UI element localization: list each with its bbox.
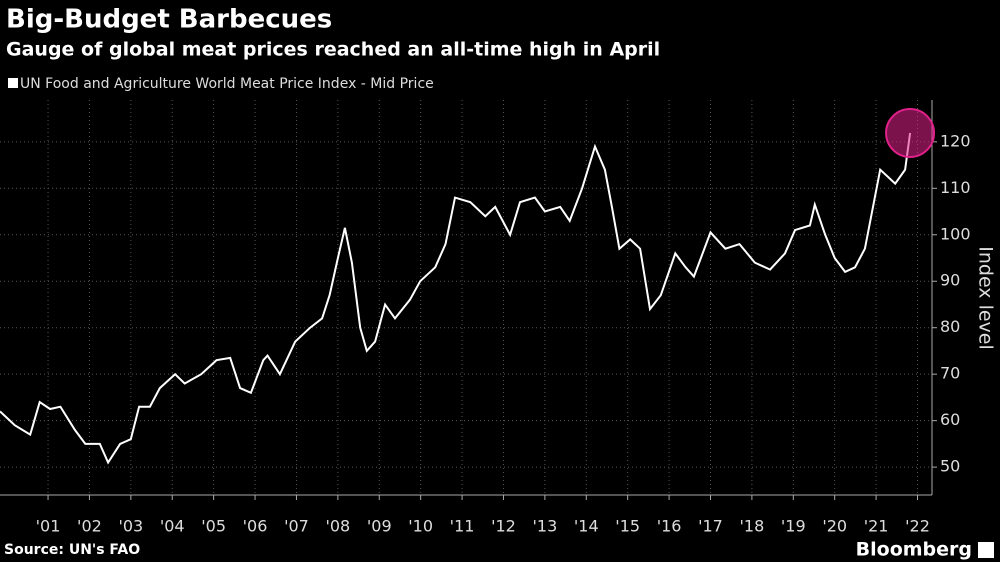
y-tick-label: 90 bbox=[940, 271, 960, 290]
x-tick-label: '04 bbox=[160, 517, 185, 536]
y-axis-title: Index level bbox=[975, 246, 997, 350]
chart-subtitle: Gauge of global meat prices reached an a… bbox=[6, 39, 660, 61]
brand: Bloomberg bbox=[856, 539, 972, 561]
y-tick-label: 120 bbox=[940, 131, 971, 150]
y-tick-label: 100 bbox=[940, 224, 971, 243]
x-tick-label: '22 bbox=[905, 517, 930, 536]
x-tick-label: '07 bbox=[284, 517, 309, 536]
x-tick-label: '06 bbox=[243, 517, 268, 536]
x-tick-label: '02 bbox=[77, 517, 102, 536]
x-tick-label: '17 bbox=[698, 517, 723, 536]
x-tick-label: '18 bbox=[740, 517, 765, 536]
x-tick-label: '19 bbox=[781, 517, 806, 536]
legend-label: UN Food and Agriculture World Meat Price… bbox=[20, 76, 434, 92]
x-tick-label: '09 bbox=[367, 517, 392, 536]
y-tick-label: 50 bbox=[940, 457, 960, 476]
x-tick-label: '20 bbox=[822, 517, 847, 536]
x-tick-label: '11 bbox=[450, 517, 475, 536]
x-tick-label: '12 bbox=[491, 517, 516, 536]
brand-icon bbox=[978, 542, 994, 558]
x-tick-label: '21 bbox=[864, 517, 889, 536]
legend-swatch bbox=[8, 78, 18, 88]
x-tick-label: '05 bbox=[201, 517, 226, 536]
x-tick-label: '10 bbox=[408, 517, 433, 536]
x-tick-label: '08 bbox=[325, 517, 350, 536]
x-tick-label: '15 bbox=[615, 517, 640, 536]
x-tick-label: '14 bbox=[574, 517, 599, 536]
data-line bbox=[0, 132, 912, 465]
source: Source: UN's FAO bbox=[4, 542, 140, 558]
y-tick-label: 110 bbox=[940, 178, 971, 197]
x-tick-label: '16 bbox=[657, 517, 682, 536]
x-tick-label: '13 bbox=[532, 517, 557, 536]
x-tick-label: '01 bbox=[36, 517, 61, 536]
chart-title: Big-Budget Barbecues bbox=[6, 5, 332, 35]
highlight-circle bbox=[885, 107, 936, 158]
y-tick-label: 60 bbox=[940, 410, 960, 429]
y-tick-label: 70 bbox=[940, 364, 960, 383]
y-tick-label: 80 bbox=[940, 317, 960, 336]
x-tick-label: '03 bbox=[118, 517, 143, 536]
